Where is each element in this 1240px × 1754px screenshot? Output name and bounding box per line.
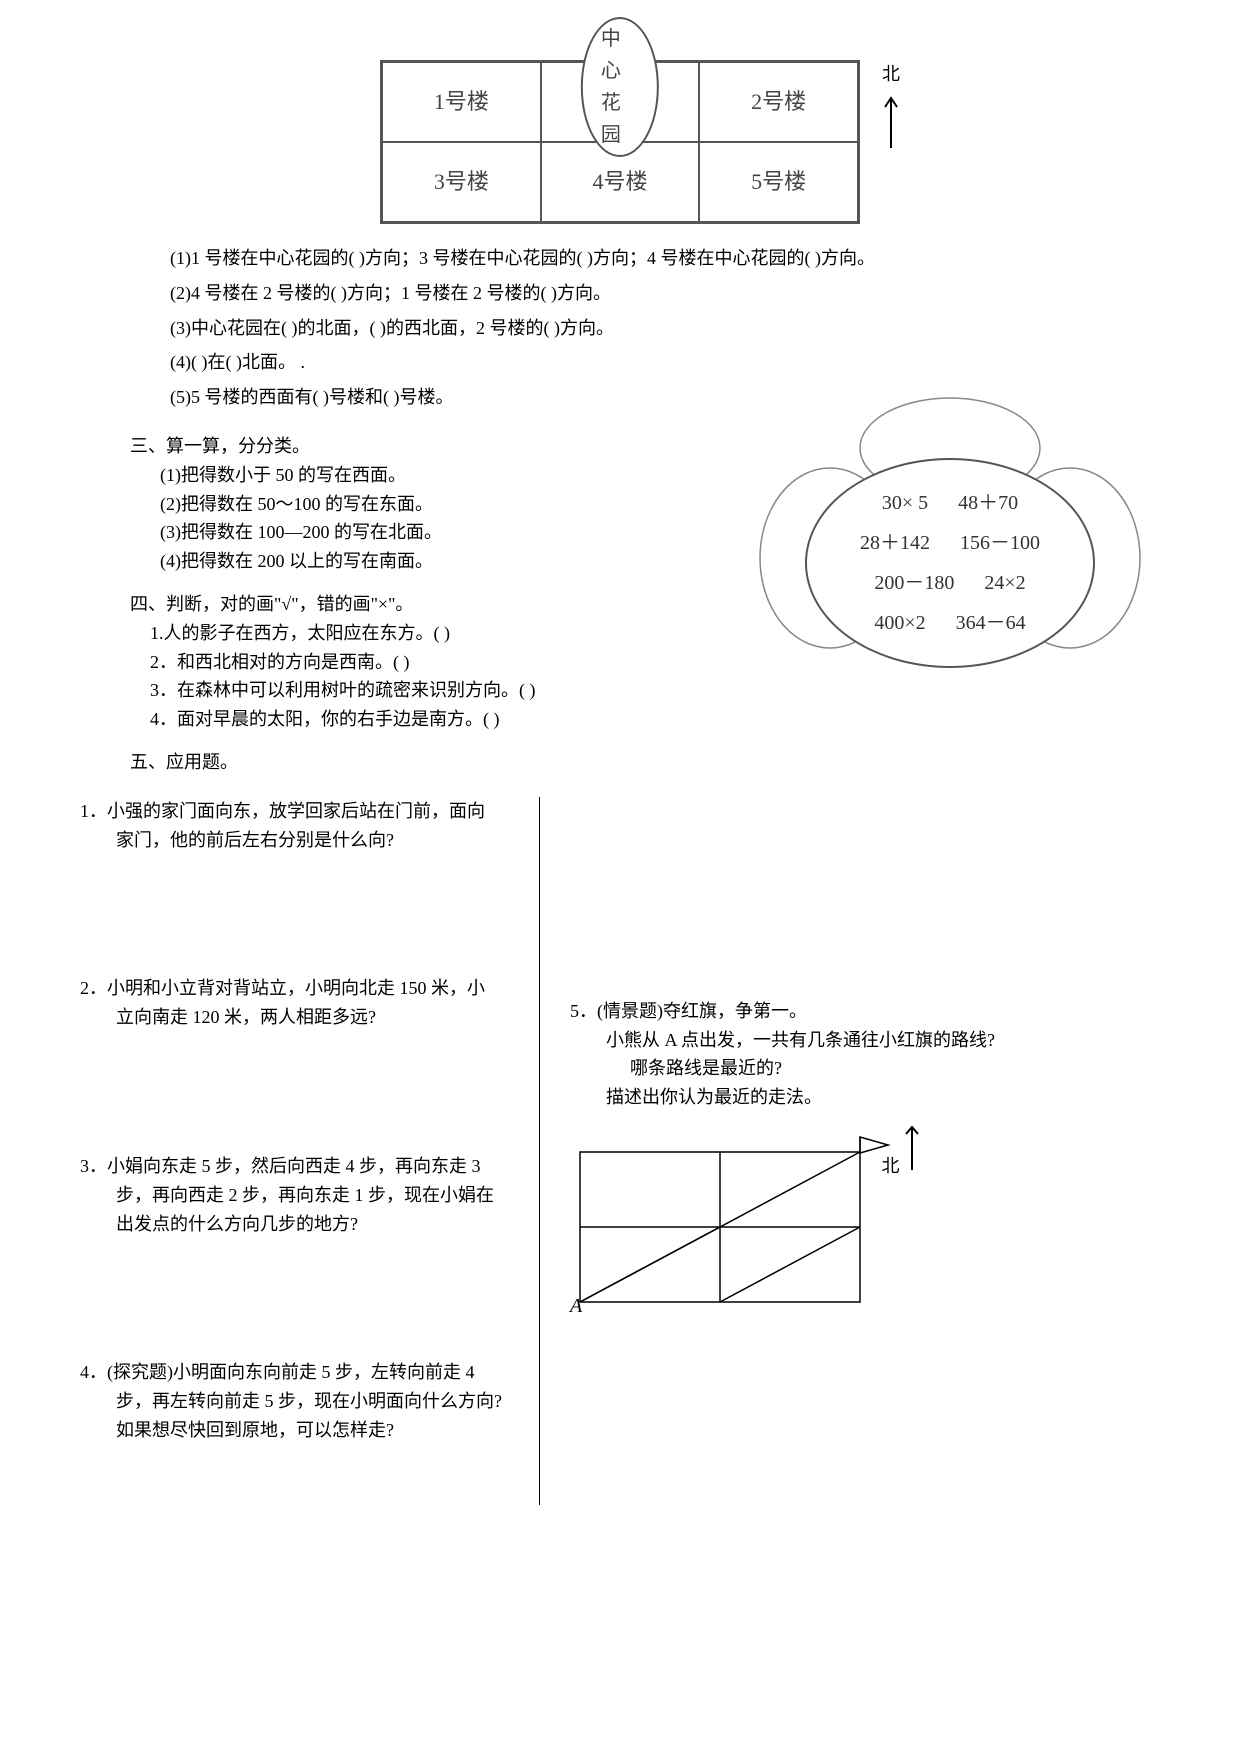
- app-q2: 2．小明和小立背对背站立，小明向北走 150 米，小 立向南走 120 米，两人…: [80, 974, 519, 1032]
- right-column: 5．(情景题)夺红旗，争第一。 小熊从 A 点出发，一共有几条通往小红旗的路线?…: [540, 797, 1160, 1505]
- campus-map: 北 1号楼 中心花园 2号楼 3号楼 4号楼 5号楼: [380, 60, 860, 224]
- section-3-row: 三、算一算，分分类。 (1)把得数小于 50 的写在西面。 (2)把得数在 50…: [80, 418, 1160, 777]
- calc-2a: 28＋142: [860, 527, 930, 559]
- calc-3b: 24×2: [984, 567, 1025, 599]
- a4-l1: 4．(探究题)小明面向东向前走 5 步，左转向前走 4: [80, 1358, 519, 1387]
- building-5: 5号楼: [699, 142, 858, 222]
- s3-r3: (3)把得数在 100—200 的写在北面。: [160, 518, 740, 547]
- calc-3a: 200－180: [874, 567, 954, 599]
- app-q4: 4．(探究题)小明面向东向前走 5 步，左转向前走 4 步，再左转向前走 5 步…: [80, 1358, 519, 1444]
- a3-l3: 出发点的什么方向几步的地方?: [116, 1210, 519, 1239]
- s3-r1: (1)把得数小于 50 的写在西面。: [160, 461, 740, 490]
- a3-l2: 步，再向西走 2 步，再向东走 1 步，现在小娟在: [116, 1181, 519, 1210]
- s4-j2: 2．和西北相对的方向是西南。( ): [150, 648, 740, 677]
- north-label: 北: [882, 64, 900, 84]
- flag-grid-icon: [570, 1122, 910, 1322]
- a2-l2: 立向南走 120 米，两人相距多远?: [116, 1003, 519, 1032]
- q2-3: (3)中心花园在( )的北面，( )的西北面，2 号楼的( )方向。: [170, 314, 1160, 343]
- q2-2: (2)4 号楼在 2 号楼的( )方向；1 号楼在 2 号楼的( )方向。: [170, 279, 1160, 308]
- a5-l3: 哪条路线是最近的?: [630, 1054, 1160, 1083]
- s4-j3: 3．在森林中可以利用树叶的疏密来识别方向。( ): [150, 676, 740, 705]
- flag-north-arrow-icon: [904, 1122, 920, 1172]
- garden-label: 中心花园: [601, 28, 621, 146]
- building-1: 1号楼: [382, 62, 541, 142]
- a1-l2: 家门，他的前后左右分别是什么向?: [116, 826, 519, 855]
- building-5-label: 5号楼: [751, 164, 806, 199]
- building-3-label: 3号楼: [434, 164, 489, 199]
- calc-2b: 156－100: [960, 527, 1040, 559]
- a5-l2: 小熊从 A 点出发，一共有几条通往小红旗的路线?: [606, 1026, 1160, 1055]
- app-q3: 3．小娟向东走 5 步，然后向西走 4 步，再向东走 3 步，再向西走 2 步，…: [80, 1152, 519, 1238]
- s4-j1: 1.人的影子在西方，太阳应在东方。( ): [150, 619, 740, 648]
- calc-flower: 30× 5 48＋70 28＋142 156－100 200－180 24×2 …: [740, 418, 1160, 668]
- app-q1: 1．小强的家门面向东，放学回家后站在门前，面向 家门，他的前后左右分别是什么向?: [80, 797, 519, 855]
- a1-l1: 1．小强的家门面向东，放学回家后站在门前，面向: [80, 797, 519, 826]
- a4-l2: 步，再左转向前走 5 步，现在小明面向什么方向?: [116, 1387, 519, 1416]
- calc-1b: 48＋70: [958, 487, 1018, 519]
- building-4-label: 4号楼: [593, 164, 648, 199]
- q2-1: (1)1 号楼在中心花园的( )方向；3 号楼在中心花园的( )方向；4 号楼在…: [170, 244, 1160, 273]
- app-q5: 5．(情景题)夺红旗，争第一。 小熊从 A 点出发，一共有几条通往小红旗的路线?…: [570, 997, 1160, 1112]
- calc-row-3: 200－180 24×2: [874, 567, 1025, 599]
- flag-north-indicator: 北: [882, 1122, 921, 1181]
- calc-4b: 364－64: [956, 607, 1026, 639]
- a2-l1: 2．小明和小立背对背站立，小明向北走 150 米，小: [80, 974, 519, 1003]
- calc-center-oval: 30× 5 48＋70 28＋142 156－100 200－180 24×2 …: [805, 458, 1095, 668]
- calc-4a: 400×2: [874, 607, 925, 639]
- north-indicator: 北: [882, 60, 900, 153]
- building-2-label: 2号楼: [751, 84, 806, 119]
- calc-1a: 30× 5: [882, 487, 928, 519]
- building-1-label: 1号楼: [434, 84, 489, 119]
- a5-l1: 5．(情景题)夺红旗，争第一。: [570, 997, 1160, 1026]
- section-5-title: 五、应用题。: [130, 748, 740, 777]
- flag-north-label: 北: [882, 1156, 900, 1176]
- map-row-top: 1号楼 中心花园 2号楼: [382, 62, 858, 142]
- q2-4: (4)( )在( )北面。 .: [170, 348, 1160, 377]
- center-garden-cell: 中心花园: [541, 62, 700, 142]
- flag-diagram: 北 A: [570, 1122, 910, 1322]
- building-3: 3号楼: [382, 142, 541, 222]
- point-a-label: A: [570, 1290, 582, 1322]
- north-arrow-icon: [883, 93, 899, 153]
- section-3-title: 三、算一算，分分类。: [130, 432, 740, 461]
- calc-row-4: 400×2 364－64: [874, 607, 1025, 639]
- a5-l4: 描述出你认为最近的走法。: [606, 1083, 1160, 1112]
- a4-l3: 如果想尽快回到原地，可以怎样走?: [116, 1416, 519, 1445]
- a3-l1: 3．小娟向东走 5 步，然后向西走 4 步，再向东走 3: [80, 1152, 519, 1181]
- center-garden: 中心花园: [581, 17, 659, 157]
- s3-r4: (4)把得数在 200 以上的写在南面。: [160, 547, 740, 576]
- application-columns: 1．小强的家门面向东，放学回家后站在门前，面向 家门，他的前后左右分别是什么向?…: [80, 797, 1160, 1505]
- section-3-left: 三、算一算，分分类。 (1)把得数小于 50 的写在西面。 (2)把得数在 50…: [80, 418, 740, 777]
- section-4-title: 四、判断，对的画"√"，错的画"×"。: [130, 590, 740, 619]
- calc-row-1: 30× 5 48＋70: [882, 487, 1018, 519]
- left-column: 1．小强的家门面向东，放学回家后站在门前，面向 家门，他的前后左右分别是什么向?…: [80, 797, 540, 1505]
- s4-j4: 4．面对早晨的太阳，你的右手边是南方。( ): [150, 705, 740, 734]
- s3-r2: (2)把得数在 50～100 的写在东面。: [160, 490, 740, 519]
- calc-row-2: 28＋142 156－100: [860, 527, 1040, 559]
- building-2: 2号楼: [699, 62, 858, 142]
- map-grid: 1号楼 中心花园 2号楼 3号楼 4号楼 5号楼: [380, 60, 860, 224]
